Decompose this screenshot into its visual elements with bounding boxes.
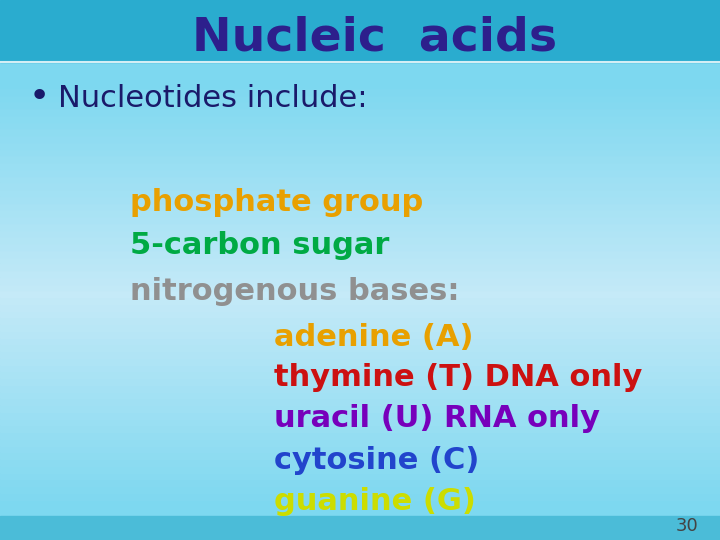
- Bar: [0, 156, 720, 162]
- Bar: [0, 411, 720, 418]
- Bar: [0, 168, 720, 176]
- Bar: [0, 102, 720, 108]
- Bar: [0, 183, 720, 189]
- Bar: [0, 256, 720, 263]
- Bar: [0, 47, 720, 54]
- Bar: [0, 507, 720, 513]
- Bar: [0, 519, 720, 526]
- Bar: [0, 94, 720, 102]
- Bar: [0, 6, 720, 14]
- Bar: [0, 263, 720, 270]
- Bar: [0, 480, 720, 486]
- Bar: [0, 516, 720, 540]
- Bar: [0, 405, 720, 411]
- Bar: [0, 60, 720, 68]
- Text: thymine (T) DNA only: thymine (T) DNA only: [274, 363, 642, 393]
- Bar: [0, 135, 720, 141]
- Bar: [0, 357, 720, 364]
- Bar: [0, 534, 720, 540]
- Bar: [0, 364, 720, 372]
- Bar: [0, 492, 720, 500]
- Bar: [0, 237, 720, 243]
- Bar: [0, 513, 720, 519]
- Bar: [0, 249, 720, 256]
- Bar: [0, 189, 720, 195]
- Bar: [0, 392, 720, 399]
- Bar: [0, 243, 720, 249]
- Bar: [0, 351, 720, 357]
- Text: uracil (U) RNA only: uracil (U) RNA only: [274, 404, 600, 433]
- Bar: [0, 345, 720, 351]
- Bar: [0, 74, 720, 81]
- Bar: [0, 472, 720, 480]
- Bar: [0, 459, 720, 465]
- Bar: [0, 324, 720, 330]
- Bar: [0, 446, 720, 453]
- Bar: [0, 426, 720, 432]
- Bar: [0, 122, 720, 128]
- Bar: [0, 270, 720, 276]
- Bar: [0, 68, 720, 74]
- Text: Nucleic  acids: Nucleic acids: [192, 15, 557, 60]
- Bar: [0, 276, 720, 284]
- Bar: [0, 284, 720, 291]
- Bar: [0, 40, 720, 47]
- Bar: [0, 209, 720, 216]
- Bar: [0, 202, 720, 209]
- Bar: [0, 303, 720, 310]
- Bar: [0, 526, 720, 534]
- Bar: [0, 297, 720, 303]
- Bar: [0, 338, 720, 345]
- Bar: [0, 222, 720, 230]
- Bar: [0, 162, 720, 168]
- Text: Nucleotides include:: Nucleotides include:: [58, 84, 367, 113]
- Bar: [0, 0, 720, 62]
- Bar: [0, 14, 720, 20]
- Bar: [0, 291, 720, 297]
- Text: guanine (G): guanine (G): [274, 487, 475, 516]
- Bar: [0, 87, 720, 94]
- Bar: [0, 432, 720, 438]
- Bar: [0, 81, 720, 87]
- Bar: [0, 465, 720, 472]
- Bar: [0, 216, 720, 222]
- Bar: [0, 108, 720, 115]
- Text: •: •: [29, 80, 50, 114]
- Bar: [0, 500, 720, 507]
- Text: 5-carbon sugar: 5-carbon sugar: [130, 231, 389, 260]
- Bar: [0, 330, 720, 338]
- Text: 30: 30: [675, 517, 698, 535]
- Bar: [0, 0, 720, 6]
- Bar: [0, 438, 720, 445]
- Bar: [0, 453, 720, 459]
- Text: cytosine (C): cytosine (C): [274, 446, 479, 475]
- Bar: [0, 128, 720, 135]
- Bar: [0, 33, 720, 40]
- Text: adenine (A): adenine (A): [274, 323, 473, 352]
- Text: nitrogenous bases:: nitrogenous bases:: [130, 277, 459, 306]
- Bar: [0, 20, 720, 27]
- Text: phosphate group: phosphate group: [130, 188, 423, 217]
- Bar: [0, 310, 720, 317]
- Bar: [0, 176, 720, 183]
- Bar: [0, 115, 720, 122]
- Bar: [0, 418, 720, 426]
- Bar: [0, 27, 720, 33]
- Bar: [0, 372, 720, 378]
- Bar: [0, 486, 720, 492]
- Bar: [0, 399, 720, 405]
- Bar: [0, 54, 720, 60]
- Bar: [0, 148, 720, 156]
- Bar: [0, 378, 720, 384]
- Bar: [0, 384, 720, 391]
- Bar: [0, 141, 720, 149]
- Bar: [0, 317, 720, 324]
- Bar: [0, 230, 720, 237]
- Bar: [0, 195, 720, 202]
